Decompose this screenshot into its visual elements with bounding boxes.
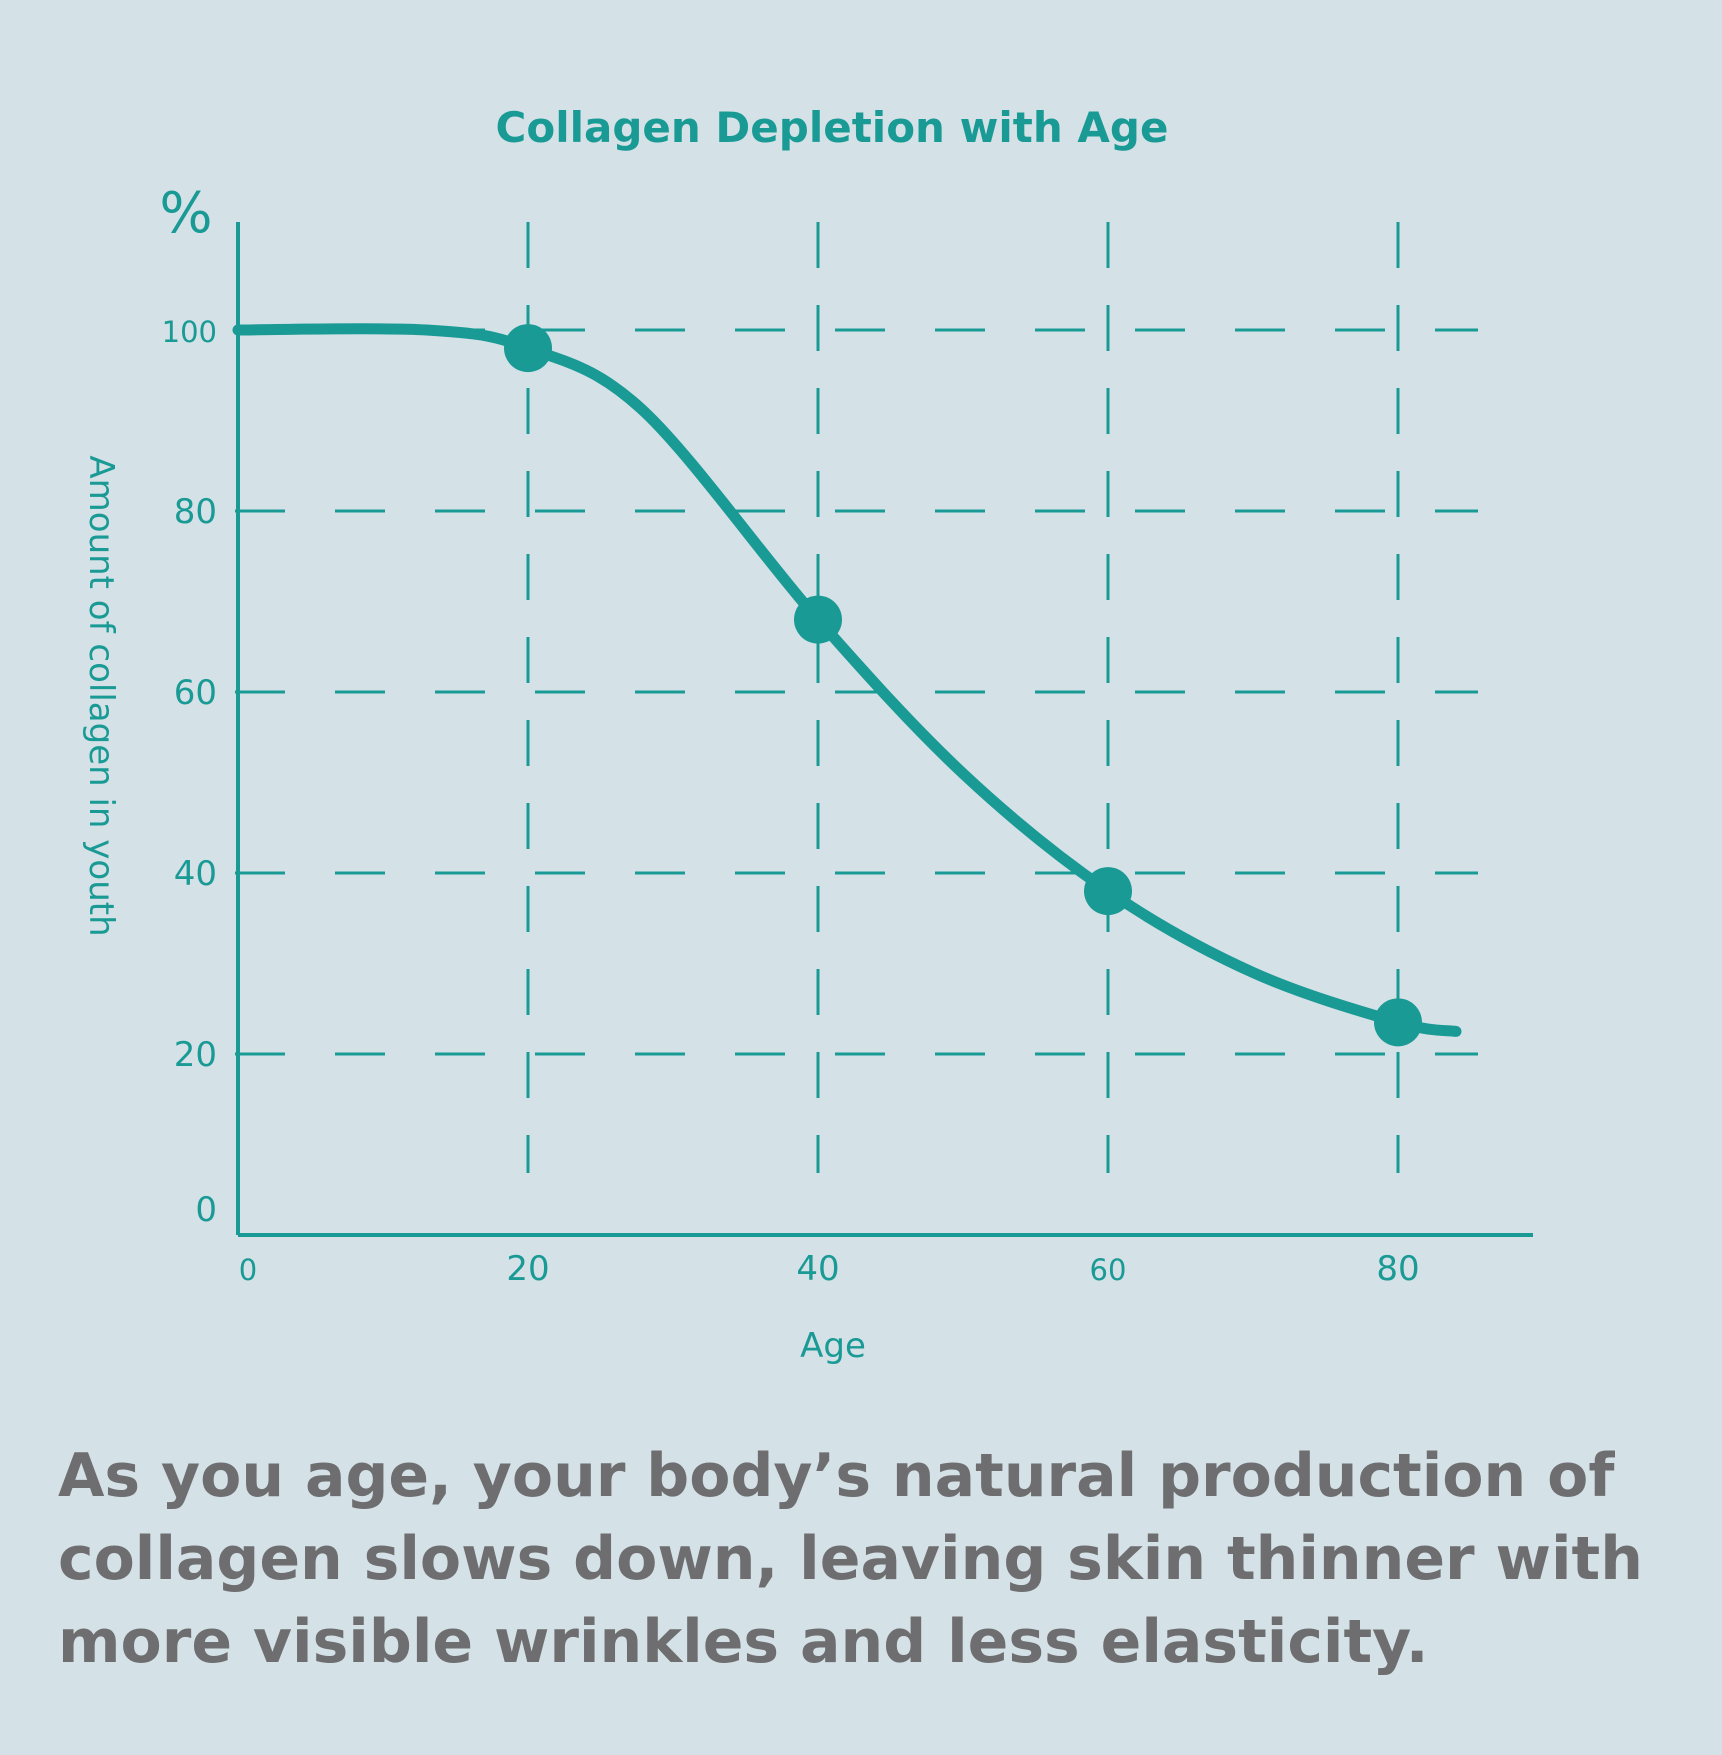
x-tick-label-0: 0 — [239, 1253, 257, 1287]
collagen-chart: Collagen Depletion with Age % Amount of … — [81, 103, 1533, 1366]
data-series — [232, 323, 1462, 1047]
y-tick-label-0: 0 — [195, 1190, 217, 1230]
y-axis-title: Amount of collagen in youth — [81, 455, 121, 936]
data-point-age-40 — [794, 595, 842, 644]
data-point-age-60 — [1084, 867, 1132, 916]
caption-line-1: As you age, your body’s natural producti… — [58, 1441, 1615, 1511]
x-tick-label-40: 40 — [796, 1249, 839, 1289]
y-unit-label: % — [159, 181, 212, 246]
y-tick-label-100: 100 — [162, 315, 217, 349]
data-point-age-20 — [504, 324, 552, 373]
x-tick-label-20: 20 — [506, 1249, 549, 1289]
data-point-age-80 — [1374, 998, 1422, 1047]
x-axis-title: Age — [800, 1326, 866, 1366]
tick-labels: 0 20 40 60 80 100 0 20 40 60 80 — [162, 315, 1420, 1289]
caption-line-3: more visible wrinkles and less elasticit… — [58, 1607, 1429, 1677]
caption-line-2: collagen slows down, leaving skin thinne… — [58, 1524, 1643, 1594]
y-tick-label-80: 80 — [174, 492, 217, 532]
y-tick-label-60: 60 — [174, 673, 217, 713]
collagen-line — [232, 323, 1462, 1037]
chart-title: Collagen Depletion with Age — [496, 103, 1169, 152]
y-tick-label-20: 20 — [174, 1035, 217, 1075]
grid-lines — [235, 222, 1478, 1173]
y-tick-label-40: 40 — [174, 854, 217, 894]
x-tick-label-80: 80 — [1376, 1249, 1419, 1289]
axes — [236, 222, 1533, 1237]
caption: As you age, your body’s natural producti… — [58, 1435, 1688, 1684]
x-tick-label-60: 60 — [1090, 1253, 1127, 1287]
